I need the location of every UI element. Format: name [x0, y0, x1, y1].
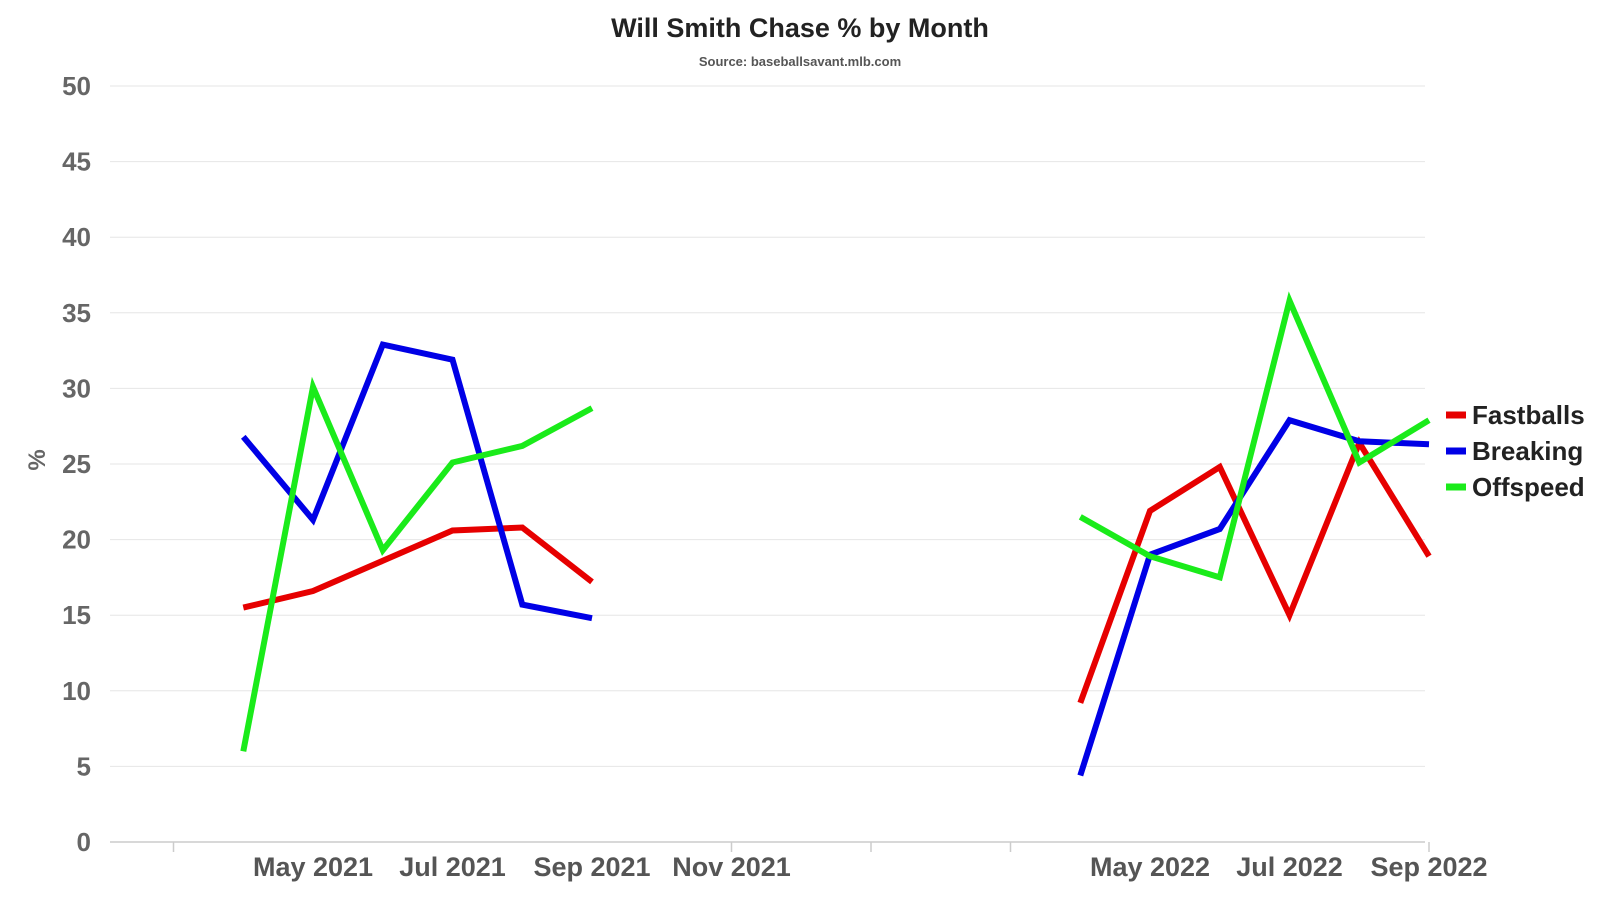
y-tick-label-5: 5	[77, 751, 91, 781]
series-line-fastballs-1	[1077, 436, 1432, 704]
series-lines	[240, 291, 1432, 777]
y-tick-label-20: 20	[62, 525, 91, 555]
y-tick-label-25: 25	[62, 449, 91, 479]
y-tick-label-0: 0	[77, 827, 91, 857]
legend-label-breaking: Breaking	[1472, 436, 1583, 466]
y-axis-label: %	[24, 449, 51, 470]
y-tick-label-40: 40	[62, 222, 91, 252]
x-tick-label-1: Jul 2021	[399, 852, 506, 882]
series-line-breaking-0	[241, 341, 593, 622]
chart-subtitle: Source: baseballsavant.mlb.com	[699, 54, 901, 69]
grid-lines	[110, 85, 1425, 767]
x-tick-label-2: Sep 2021	[533, 852, 650, 882]
x-tick-label-0: May 2021	[253, 852, 373, 882]
y-tick-label-15: 15	[62, 600, 91, 630]
y-tick-label-50: 50	[62, 71, 91, 101]
y-axis-ticks: 0 5 10 15 20 25 30 35 40 45 50	[62, 71, 91, 857]
y-tick-label-30: 30	[62, 373, 91, 403]
chart-title: Will Smith Chase % by Month	[611, 13, 989, 43]
legend-label-fastballs: Fastballs	[1472, 400, 1585, 430]
y-tick-label-10: 10	[62, 676, 91, 706]
x-tick-label-3: Nov 2021	[672, 852, 791, 882]
y-tick-label-45: 45	[62, 147, 91, 177]
x-tick-label-4: May 2022	[1090, 852, 1210, 882]
series-line-breaking-1	[1077, 416, 1430, 777]
legend: Fastballs Breaking Offspeed	[1446, 400, 1585, 502]
series-line-fastballs-0	[242, 524, 594, 611]
legend-label-offspeed: Offspeed	[1472, 472, 1585, 502]
y-tick-label-35: 35	[62, 298, 91, 328]
x-axis: May 2021 Jul 2021 Sep 2021 Nov 2021 May 2022…	[110, 841, 1488, 882]
series-line-offspeed-1	[1078, 291, 1431, 582]
x-tick-label-6: Sep 2022	[1370, 852, 1487, 882]
x-tick-label-5: Jul 2022	[1236, 852, 1343, 882]
series-line-offspeed-0	[240, 376, 594, 752]
